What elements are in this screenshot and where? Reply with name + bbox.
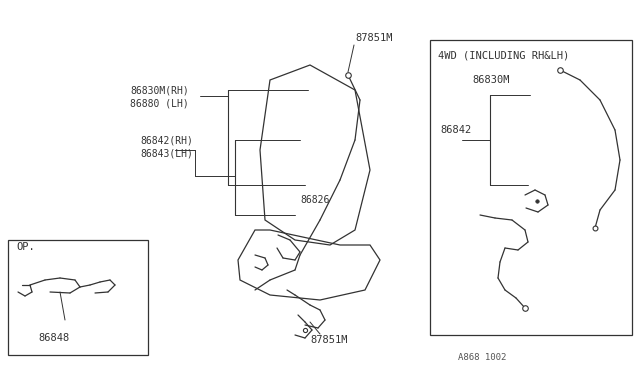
Text: 86848: 86848 — [38, 333, 69, 343]
Bar — [8, 240, 148, 355]
Text: 86843(LH): 86843(LH) — [140, 148, 193, 158]
Text: 86880 (LH): 86880 (LH) — [130, 98, 189, 108]
Text: 86830M: 86830M — [472, 75, 509, 85]
Text: 86842: 86842 — [440, 125, 471, 135]
Text: A868 1002: A868 1002 — [458, 353, 506, 362]
Text: 87851M: 87851M — [355, 33, 392, 43]
Text: 86842(RH): 86842(RH) — [140, 135, 193, 145]
Text: OP.: OP. — [16, 242, 35, 252]
Text: 86830M(RH): 86830M(RH) — [130, 85, 189, 95]
Bar — [430, 40, 632, 335]
Text: 87851M: 87851M — [310, 335, 348, 345]
Text: 4WD (INCLUDING RH&LH): 4WD (INCLUDING RH&LH) — [438, 50, 569, 60]
Text: 86826: 86826 — [300, 195, 330, 205]
